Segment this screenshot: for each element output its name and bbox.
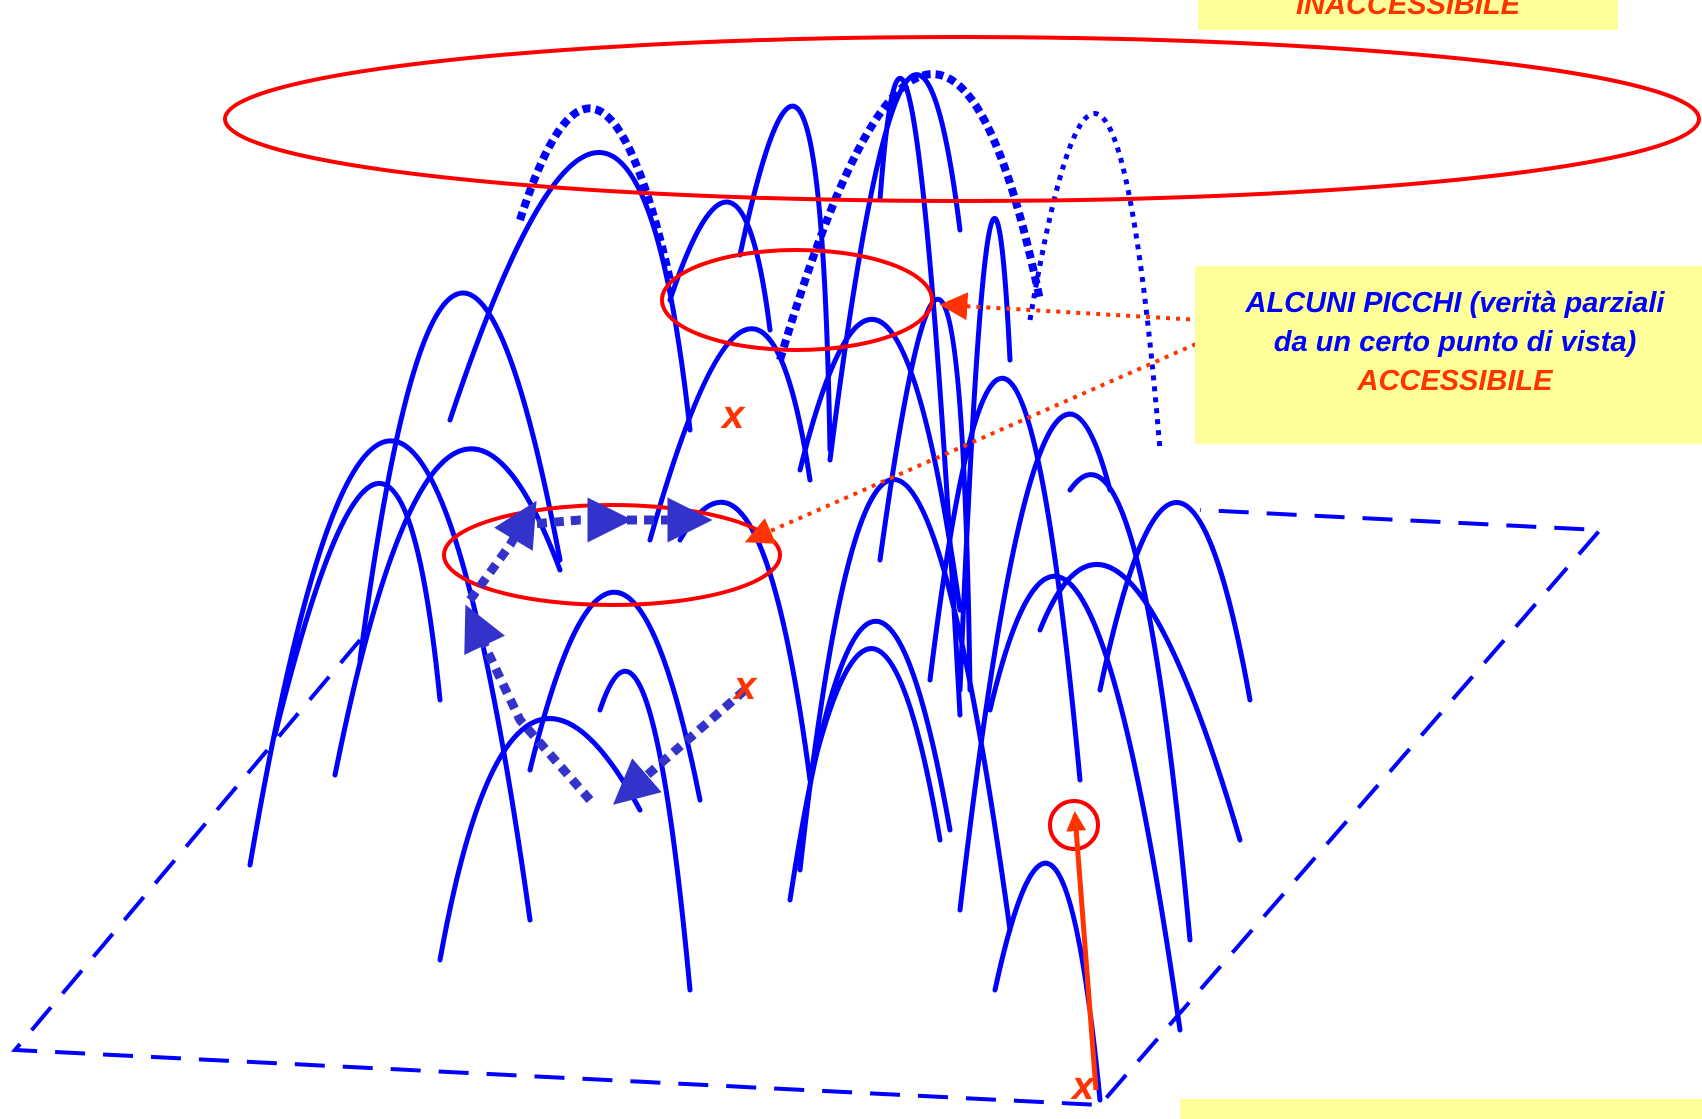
callout-accessible-line3: ACCESSIBILE (1357, 365, 1553, 397)
search-path (464, 497, 748, 805)
callout-accessible-line2: da un certo punto di vista) (1273, 326, 1637, 358)
callout-pointers (744, 292, 1206, 544)
peak (987, 574, 1183, 1033)
hidden-peak (516, 104, 674, 281)
start-marker-upper: x (722, 393, 745, 437)
peak (877, 75, 963, 718)
peak (927, 375, 1083, 783)
start-marker-bottom: x (1072, 1064, 1095, 1108)
peaks (247, 72, 1253, 1103)
reached-peak-circle (1048, 799, 1100, 851)
ascent-arrow (1066, 811, 1099, 1091)
hidden-peak (1027, 111, 1163, 451)
callout-inaccessible: INACCESSIBILE (1198, 0, 1618, 30)
ground-plane (10, 508, 1605, 1108)
peak (957, 411, 1113, 913)
hidden-peaks (516, 70, 1163, 451)
peak (807, 646, 943, 843)
callout-inaccessible-text: INACCESSIBILE (1296, 0, 1520, 21)
inaccessible-ring (223, 35, 1701, 203)
peak (247, 438, 533, 923)
start-marker-middle: x (734, 664, 757, 708)
peak (1067, 472, 1193, 943)
peak (797, 477, 1013, 933)
peak (272, 480, 443, 738)
peak (357, 290, 563, 663)
pointer-upper (939, 292, 1201, 322)
peak (647, 326, 813, 543)
peak (677, 499, 813, 783)
peak (797, 316, 963, 613)
peak (437, 716, 643, 963)
peak (597, 668, 693, 993)
peak (667, 199, 773, 333)
peak (332, 446, 563, 778)
peak (1097, 500, 1253, 703)
peak (737, 103, 833, 453)
accessible-ring-upper (660, 248, 934, 352)
hidden-peak (776, 70, 1044, 362)
pointer-lower (744, 338, 1206, 544)
peak (1037, 562, 1243, 843)
callout-bottom-box (1180, 1099, 1702, 1119)
peak (527, 589, 703, 803)
peak (957, 216, 1013, 693)
callout-accessible: ALCUNI PICCHI (verità parziali da un cer… (1195, 266, 1702, 444)
callout-accessible-line1: ALCUNI PICCHI (verità parziali (1245, 287, 1665, 319)
